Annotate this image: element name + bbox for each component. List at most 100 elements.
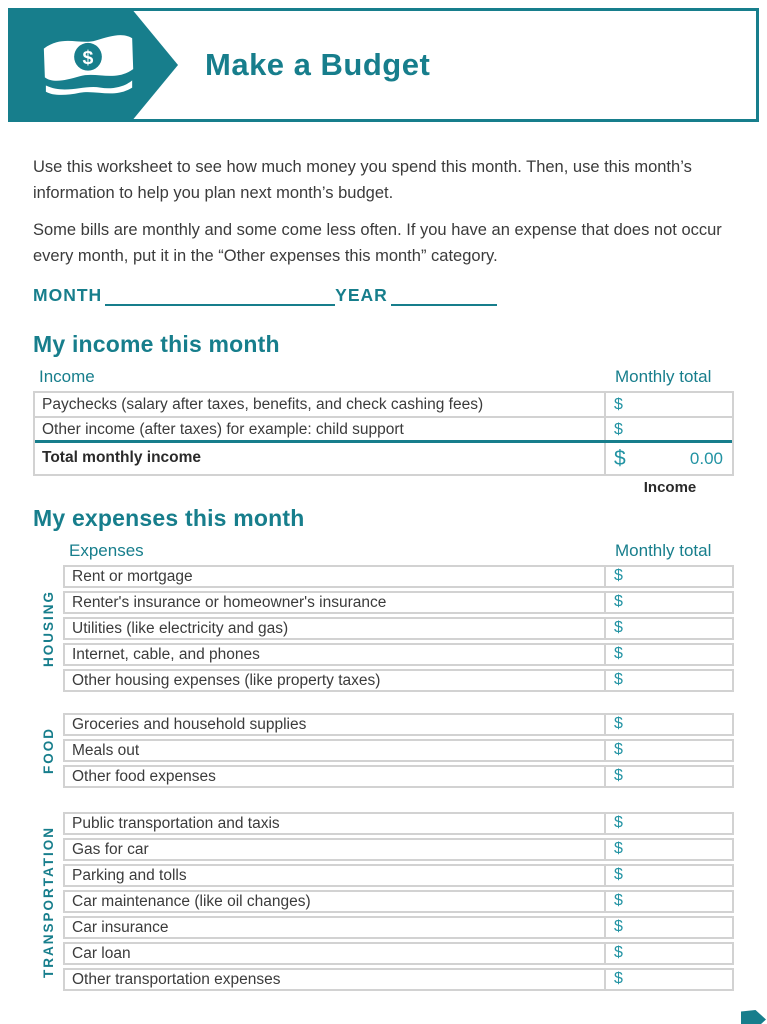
currency-symbol: $ <box>614 567 623 584</box>
currency-symbol: $ <box>614 866 623 883</box>
expenses-col-header: Expenses <box>69 541 144 560</box>
expense-row-other-housing: Other housing expenses (like property ta… <box>63 669 734 692</box>
expense-amount-cell[interactable]: $ <box>604 944 732 963</box>
currency-symbol: $ <box>614 892 623 909</box>
expense-row-meals-out: Meals out $ <box>63 739 734 762</box>
page-title: Make a Budget <box>205 47 431 82</box>
currency-symbol: $ <box>614 767 623 784</box>
expense-amount-cell[interactable]: $ <box>604 866 732 885</box>
expense-row-label: Car insurance <box>72 919 169 936</box>
income-row-label: Other income (after taxes) for example: … <box>42 421 404 438</box>
currency-symbol: $ <box>614 814 623 831</box>
food-category-label: FOOD <box>40 727 56 774</box>
food-category-column: FOOD <box>33 713 63 788</box>
income-total-amount-cell: $ 0.00 <box>604 443 732 474</box>
currency-symbol: $ <box>614 970 623 987</box>
expense-row-label: Public transportation and taxis <box>72 815 280 832</box>
income-section-heading: My income this month <box>33 331 280 357</box>
expense-amount-cell[interactable]: $ <box>604 715 732 734</box>
intro-paragraph-2: Some bills are monthly and some come les… <box>33 221 722 265</box>
expense-row-label: Renter's insurance or homeowner's insura… <box>72 594 387 611</box>
header-chevron: $ <box>10 10 178 120</box>
income-row-label: Paychecks (salary after taxes, benefits,… <box>42 396 484 413</box>
currency-symbol: $ <box>614 447 626 470</box>
expense-row-car-insurance: Car insurance $ <box>63 916 734 939</box>
expense-amount-cell[interactable]: $ <box>604 918 732 937</box>
expense-row-renters-insurance: Renter's insurance or homeowner's insura… <box>63 591 734 614</box>
expense-row-label: Groceries and household supplies <box>72 716 307 733</box>
income-caption: Income <box>643 479 697 496</box>
transportation-category-label: TRANSPORTATION <box>40 825 56 978</box>
expense-amount-cell[interactable]: $ <box>604 619 732 638</box>
expense-row-label: Utilities (like electricity and gas) <box>72 620 289 637</box>
expense-row-label: Other housing expenses (like property ta… <box>72 672 381 689</box>
expense-group-transportation: TRANSPORTATION Public transportation and… <box>33 812 734 991</box>
currency-symbol: $ <box>614 918 623 935</box>
expense-amount-cell[interactable]: $ <box>604 671 732 690</box>
expense-row-groceries: Groceries and household supplies $ <box>63 713 734 736</box>
expense-row-label: Internet, cable, and phones <box>72 646 260 663</box>
expense-row-label: Other transportation expenses <box>72 971 281 988</box>
currency-symbol: $ <box>614 396 623 413</box>
expense-amount-cell[interactable]: $ <box>604 645 732 664</box>
expense-row-label: Rent or mortgage <box>72 568 193 585</box>
expense-row-utilities: Utilities (like electricity and gas) $ <box>63 617 734 640</box>
expense-row-car-loan: Car loan $ <box>63 942 734 965</box>
expense-row-label: Car maintenance (like oil changes) <box>72 893 311 910</box>
currency-symbol: $ <box>614 619 623 636</box>
expense-group-housing: HOUSING Rent or mortgage $ Renter's insu… <box>33 565 734 692</box>
expense-row-internet-cable: Internet, cable, and phones $ <box>63 643 734 666</box>
currency-symbol: $ <box>614 715 623 732</box>
monthly-total-col-header: Monthly total <box>615 541 712 560</box>
expense-amount-cell[interactable]: $ <box>604 567 732 586</box>
expense-row-label: Meals out <box>72 742 140 759</box>
expenses-section-heading: My expenses this month <box>33 505 305 531</box>
income-total-row: Total monthly income $ 0.00 <box>35 443 732 474</box>
currency-symbol: $ <box>614 741 623 758</box>
month-input-line[interactable] <box>105 286 336 306</box>
housing-category-column: HOUSING <box>33 565 63 692</box>
income-row-paychecks: Paychecks (salary after taxes, benefits,… <box>35 393 732 418</box>
currency-symbol: $ <box>614 944 623 961</box>
intro-paragraph-1: Use this worksheet to see how much money… <box>33 158 692 202</box>
housing-rows: Rent or mortgage $ Renter's insurance or… <box>63 565 734 692</box>
expense-amount-cell[interactable]: $ <box>604 970 732 989</box>
money-bill-icon: $ <box>43 35 134 95</box>
expense-row-label: Other food expenses <box>72 768 216 785</box>
income-total-label: Total monthly income <box>42 449 202 466</box>
expense-row-other-transportation: Other transportation expenses $ <box>63 968 734 991</box>
income-amount-cell[interactable]: $ <box>604 418 732 440</box>
year-input-line[interactable] <box>390 286 497 306</box>
currency-symbol: $ <box>614 421 623 438</box>
expense-row-parking: Parking and tolls $ <box>63 864 734 887</box>
month-label: MONTH <box>33 285 103 305</box>
header-banner: $ Make a Budget <box>8 8 759 122</box>
currency-symbol: $ <box>614 671 623 688</box>
income-amount-cell[interactable]: $ <box>604 393 732 416</box>
expense-row-rent: Rent or mortgage $ <box>63 565 734 588</box>
expense-amount-cell[interactable]: $ <box>604 741 732 760</box>
income-table: Paychecks (salary after taxes, benefits,… <box>33 391 734 476</box>
expense-row-car-maintenance: Car maintenance (like oil changes) $ <box>63 890 734 913</box>
expense-amount-cell[interactable]: $ <box>604 767 732 786</box>
expense-amount-cell[interactable]: $ <box>604 814 732 833</box>
expense-amount-cell[interactable]: $ <box>604 593 732 612</box>
expense-row-label: Gas for car <box>72 841 149 858</box>
year-label: YEAR <box>335 285 388 305</box>
expense-amount-cell[interactable]: $ <box>604 892 732 911</box>
expenses-column-headers: Expenses Monthly total <box>63 541 734 565</box>
expense-amount-cell[interactable]: $ <box>604 840 732 859</box>
page-corner-arrow-icon <box>741 1010 766 1024</box>
expense-row-gas: Gas for car $ <box>63 838 734 861</box>
svg-text:$: $ <box>83 47 94 69</box>
food-rows: Groceries and household supplies $ Meals… <box>63 713 734 788</box>
expense-row-other-food: Other food expenses $ <box>63 765 734 788</box>
month-year-row: MONTH YEAR <box>33 284 767 306</box>
income-column-headers: Income Monthly total <box>33 367 734 391</box>
income-total-value: 0.00 <box>689 449 723 468</box>
transportation-category-column: TRANSPORTATION <box>33 812 63 991</box>
expense-row-label: Parking and tolls <box>72 867 187 884</box>
transportation-rows: Public transportation and taxis $ Gas fo… <box>63 812 734 991</box>
expense-group-food: FOOD Groceries and household supplies $ … <box>33 713 734 788</box>
